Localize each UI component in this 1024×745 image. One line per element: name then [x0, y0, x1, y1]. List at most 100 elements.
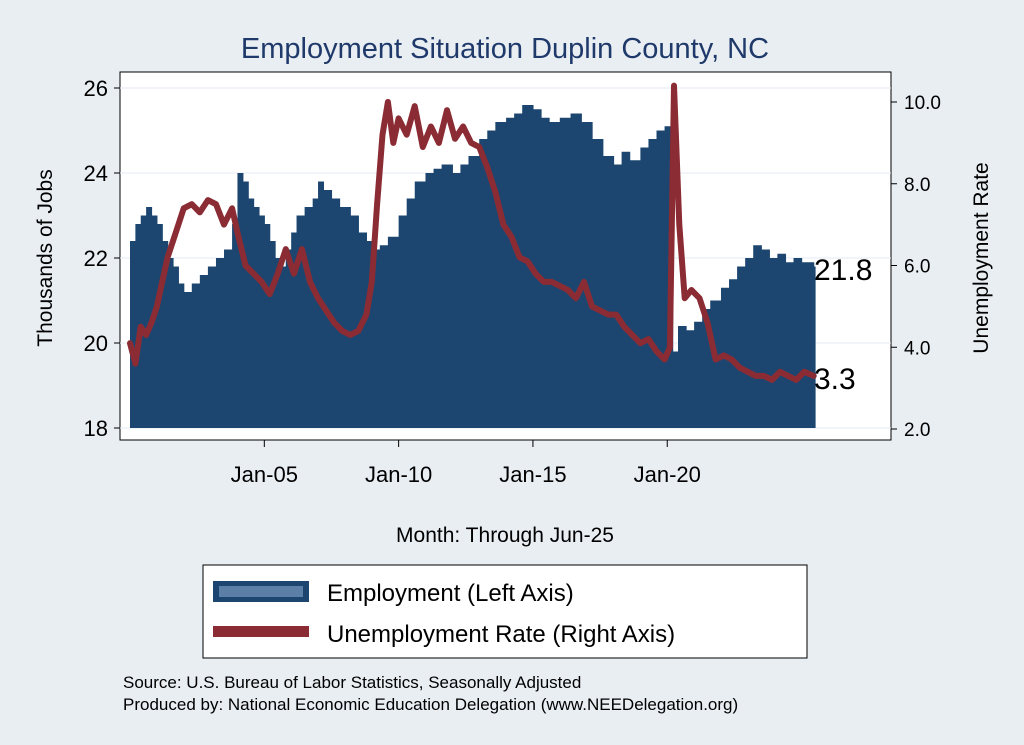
legend-employment-swatch-inner — [219, 586, 303, 597]
employment-bar — [777, 253, 787, 428]
employment-bar — [559, 117, 572, 428]
employment-bar — [468, 156, 480, 428]
employment-bar — [737, 266, 746, 428]
y-tick-left-label: 24 — [84, 161, 108, 186]
x-tick-label: Jan-10 — [365, 462, 432, 487]
legend-box — [202, 564, 808, 659]
employment-bar — [785, 262, 795, 428]
legend: Employment (Left Axis) Unemployment Rate… — [202, 564, 808, 659]
employment-bar — [172, 266, 179, 428]
employment-bar — [460, 164, 470, 428]
source-note: Source: U.S. Bureau of Labor Statistics,… — [123, 673, 581, 692]
x-tick-label: Jan-15 — [499, 462, 566, 487]
employment-bar — [130, 241, 136, 428]
employment-bar — [686, 330, 695, 428]
employment-bar — [532, 109, 542, 428]
employment-bar — [640, 147, 650, 428]
employment-bar — [167, 258, 174, 428]
employment-bar — [592, 139, 604, 428]
y-tick-left-label: 18 — [84, 416, 108, 441]
employment-bar — [183, 292, 193, 428]
employment-bar — [729, 279, 738, 428]
y-tick-left-label: 22 — [84, 246, 108, 271]
y-tick-right-label: 10.0 — [904, 93, 941, 114]
employment-bar — [339, 207, 351, 428]
x-tick-label: Jan-20 — [634, 462, 701, 487]
employment-bar — [678, 326, 687, 428]
employment-bar — [406, 198, 416, 428]
employment-bar — [656, 130, 666, 428]
unemployment-series — [127, 82, 817, 383]
unemployment-line — [127, 82, 817, 383]
employment-bar — [452, 173, 462, 428]
legend-unemployment-label: Unemployment Rate (Right Axis) — [327, 621, 675, 648]
y-tick-right-label: 4.0 — [904, 338, 930, 359]
employment-bar — [761, 249, 770, 428]
employment-bar — [769, 258, 778, 428]
employment-bar — [253, 207, 260, 428]
employment-bar — [379, 245, 389, 428]
employment-bar — [304, 207, 314, 428]
employment-bar — [514, 113, 523, 428]
employment-bar — [178, 283, 185, 428]
employment-bar — [387, 236, 400, 428]
y-tick-right-label: 8.0 — [904, 175, 930, 196]
y-tick-left-label: 26 — [84, 76, 108, 101]
y-tick-left-label: 20 — [84, 331, 108, 356]
employment-bar — [242, 181, 249, 428]
employment-bar — [745, 258, 754, 428]
employment-bar — [140, 215, 147, 428]
employment-bar — [269, 241, 276, 428]
employment-bar — [350, 215, 359, 428]
y-tick-right-label: 2.0 — [904, 420, 930, 441]
employment-bar — [264, 224, 271, 428]
employment-bar — [541, 117, 550, 428]
employment-bar — [433, 168, 443, 428]
y-axis-right-label: Unemployment Rate — [970, 162, 993, 353]
employment-bar — [296, 215, 306, 428]
x-axis-label: Month: Through Jun-25 — [396, 524, 614, 547]
employment-bar — [156, 224, 163, 428]
employment-bar — [495, 122, 507, 428]
employment-bar — [672, 351, 679, 428]
y-tick-right-label: 6.0 — [904, 257, 930, 278]
employment-bar — [648, 139, 658, 428]
employment-bar — [331, 198, 341, 428]
employment-bar — [258, 215, 265, 428]
employment-bar — [702, 309, 711, 428]
employment-bar — [570, 113, 582, 428]
employment-bar — [207, 266, 217, 428]
employment-bar — [358, 232, 367, 428]
employment-bar — [191, 283, 201, 428]
employment-bar — [162, 241, 169, 428]
employment-bar — [694, 321, 703, 428]
employment-bar — [280, 266, 287, 428]
employment-bar — [479, 139, 488, 428]
employment-bar — [275, 258, 282, 428]
x-tick-label: Jan-05 — [231, 462, 298, 487]
employment-bar — [237, 173, 244, 428]
employment-bar — [629, 160, 641, 428]
employment-bar — [224, 249, 233, 428]
y-axis-left-label: Thousands of Jobs — [34, 169, 57, 346]
employment-bar — [441, 164, 453, 428]
axes: 18 20 22 24 26 2.0 4.0 6.0 8.0 10.0 Jan-05 Jan-10 Ja… — [84, 76, 941, 487]
employment-bar — [215, 258, 225, 428]
employment-bar — [506, 117, 515, 428]
employment-bar — [312, 198, 319, 428]
employment-bar — [366, 241, 373, 428]
employment-bar — [248, 198, 255, 428]
employment-bar — [549, 122, 561, 428]
employment-bar — [371, 249, 381, 428]
employment-bar — [425, 173, 435, 428]
chart-title: Employment Situation Duplin County, NC — [241, 33, 769, 65]
employment-bar — [581, 122, 593, 428]
employment-bar — [291, 232, 298, 428]
employment-end-label: 21.8 — [814, 254, 872, 287]
employment-bar — [146, 207, 153, 428]
unemployment-end-label: 3.3 — [814, 363, 856, 396]
legend-unemployment-swatch — [213, 626, 309, 637]
employment-bar — [613, 164, 623, 428]
